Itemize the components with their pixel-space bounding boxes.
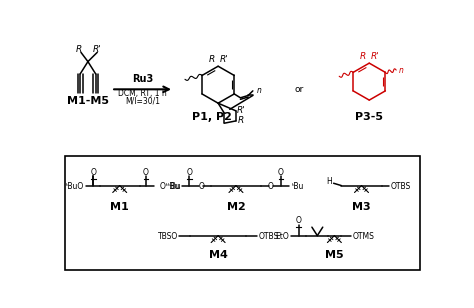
Bar <box>65 156 420 270</box>
Text: R': R' <box>220 55 228 64</box>
Text: M2: M2 <box>227 202 246 212</box>
Text: M1-M5: M1-M5 <box>67 96 109 106</box>
Text: ᵗBu: ᵗBu <box>292 182 304 191</box>
Text: O: O <box>143 168 149 177</box>
Text: ᵗBu: ᵗBu <box>168 182 180 191</box>
Text: O: O <box>278 168 284 177</box>
Text: M3: M3 <box>352 202 371 212</box>
Text: R': R' <box>371 52 380 61</box>
Text: or: or <box>295 85 304 94</box>
Text: M5: M5 <box>325 250 344 260</box>
Text: R: R <box>75 45 82 54</box>
Text: ᵗBuO: ᵗBuO <box>66 182 84 191</box>
Text: n: n <box>256 86 262 95</box>
Text: OTMS: OTMS <box>353 232 375 241</box>
Text: H: H <box>326 177 332 186</box>
Text: M/I=30/1: M/I=30/1 <box>125 96 160 105</box>
Text: R: R <box>360 52 366 61</box>
Text: R': R' <box>93 45 101 54</box>
Text: DCM, RT, 1 h: DCM, RT, 1 h <box>118 89 167 98</box>
Text: R: R <box>209 55 215 64</box>
Text: P1, P2: P1, P2 <box>192 112 232 122</box>
Text: Oᵗ Bu: Oᵗ Bu <box>160 182 181 191</box>
Text: EtO: EtO <box>276 232 290 241</box>
Text: O: O <box>268 182 274 191</box>
Text: OTBS: OTBS <box>258 232 279 241</box>
Text: Ru3: Ru3 <box>132 74 153 84</box>
Text: P3-5: P3-5 <box>355 112 383 122</box>
Text: O: O <box>186 168 192 177</box>
Text: n: n <box>399 66 403 75</box>
Text: O: O <box>198 182 204 191</box>
Text: R: R <box>238 116 245 125</box>
Text: O: O <box>91 168 96 177</box>
Text: O: O <box>296 217 301 225</box>
Text: R': R' <box>237 106 246 116</box>
Text: OTBS: OTBS <box>391 182 411 191</box>
Text: M4: M4 <box>209 250 228 260</box>
Text: TBSO: TBSO <box>157 232 178 241</box>
Text: M1: M1 <box>110 202 129 212</box>
